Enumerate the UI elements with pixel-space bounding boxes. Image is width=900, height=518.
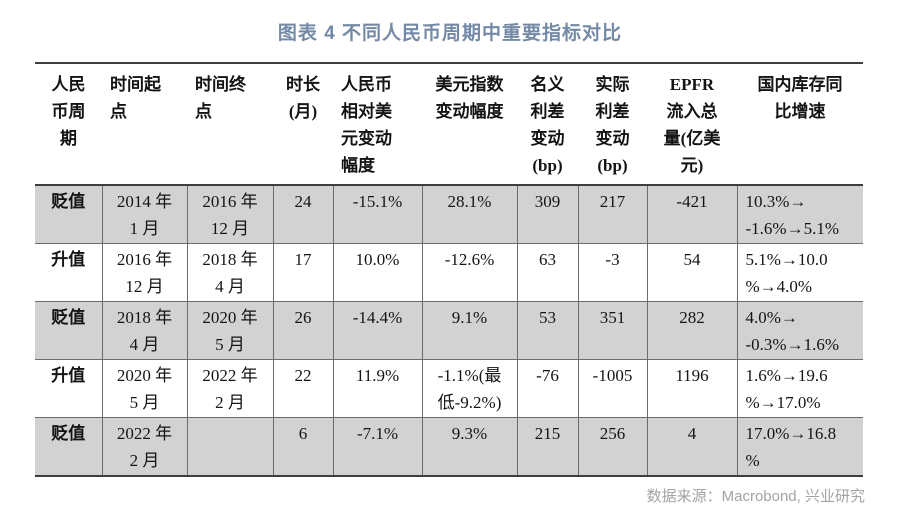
column-header-nominal-spread-change: 名义 利差 变动 (bp) bbox=[517, 62, 578, 186]
cell-end-time: 2022 年 2 月 bbox=[186, 359, 274, 418]
cell-real-spread: -3 bbox=[577, 243, 648, 302]
column-header-real-spread-change: 实际 利差 变动 (bp) bbox=[578, 62, 647, 186]
column-header-usd-index-change: 美元指数 变动幅度 bbox=[422, 62, 517, 186]
figure-title: 图表 4 不同人民币周期中重要指标对比 bbox=[277, 23, 623, 44]
column-header-rmb-cycle: 人民 币周 期 bbox=[35, 62, 102, 186]
cell-start-time: 2018 年 4 月 bbox=[101, 301, 188, 360]
table-row: 升值 2016 年 12 月 2018 年 4 月 17 10.0% -12.6… bbox=[35, 243, 863, 302]
column-header-end-time: 时间终 点 bbox=[187, 62, 273, 186]
cell-end-time bbox=[186, 417, 274, 477]
cell-epfr-inflow: 1196 bbox=[646, 359, 738, 418]
data-source-note: 数据来源：Macrobond, 兴业研究 bbox=[646, 488, 865, 505]
column-header-inventory-yoy: 国内库存同 比增速 bbox=[737, 62, 863, 186]
table-row: 贬值 2022 年 2 月 6 -7.1% 9.3% 215 256 4 17.… bbox=[35, 417, 863, 477]
cell-inventory-yoy: 1.6%→19.6 %→17.0% bbox=[736, 359, 863, 418]
cell-usd-index-change: -1.1%(最 低-9.2%) bbox=[421, 359, 518, 418]
cell-start-time: 2016 年 12 月 bbox=[101, 243, 188, 302]
cell-inventory-yoy: 4.0%→ -0.3%→1.6% bbox=[736, 301, 863, 360]
cell-rmb-change: -15.1% bbox=[332, 184, 423, 244]
cell-duration: 6 bbox=[272, 417, 334, 477]
indicator-table: 人民 币周 期 时间起 点 时间终 点 时长 (月) 人民币 相对美 元变动 幅… bbox=[35, 62, 863, 477]
cell-epfr-inflow: -421 bbox=[646, 184, 738, 244]
cell-duration: 26 bbox=[272, 301, 334, 360]
cell-nominal-spread: 215 bbox=[516, 417, 579, 477]
cell-usd-index-change: 28.1% bbox=[421, 184, 518, 244]
cell-real-spread: 351 bbox=[577, 301, 648, 360]
cell-duration: 24 bbox=[272, 184, 334, 244]
cell-nominal-spread: 63 bbox=[516, 243, 579, 302]
cell-epfr-inflow: 282 bbox=[646, 301, 738, 360]
cell-nominal-spread: 53 bbox=[516, 301, 579, 360]
cell-usd-index-change: -12.6% bbox=[421, 243, 518, 302]
cell-usd-index-change: 9.3% bbox=[421, 417, 518, 477]
column-header-rmb-vs-usd-change: 人民币 相对美 元变动 幅度 bbox=[333, 62, 422, 186]
cell-inventory-yoy: 10.3%→ -1.6%→5.1% bbox=[736, 184, 863, 244]
cell-epfr-inflow: 54 bbox=[646, 243, 738, 302]
cell-rmb-change: -14.4% bbox=[332, 301, 423, 360]
table-row: 升值 2020 年 5 月 2022 年 2 月 22 11.9% -1.1%(… bbox=[35, 359, 863, 418]
cell-end-time: 2016 年 12 月 bbox=[186, 184, 274, 244]
cell-real-spread: -1005 bbox=[577, 359, 648, 418]
cell-usd-index-change: 9.1% bbox=[421, 301, 518, 360]
cell-cycle: 贬值 bbox=[35, 417, 103, 477]
cell-start-time: 2014 年 1 月 bbox=[101, 184, 188, 244]
cell-cycle: 贬值 bbox=[35, 301, 103, 360]
cell-duration: 17 bbox=[272, 243, 334, 302]
cell-real-spread: 217 bbox=[577, 184, 648, 244]
table-row: 贬值 2014 年 1 月 2016 年 12 月 24 -15.1% 28.1… bbox=[35, 184, 863, 244]
cell-duration: 22 bbox=[272, 359, 334, 418]
cell-start-time: 2020 年 5 月 bbox=[101, 359, 188, 418]
cell-cycle: 升值 bbox=[35, 243, 103, 302]
cell-cycle: 升值 bbox=[35, 359, 103, 418]
cell-rmb-change: 10.0% bbox=[332, 243, 423, 302]
table-row: 贬值 2018 年 4 月 2020 年 5 月 26 -14.4% 9.1% … bbox=[35, 301, 863, 360]
cell-end-time: 2018 年 4 月 bbox=[186, 243, 274, 302]
cell-nominal-spread: 309 bbox=[516, 184, 579, 244]
cell-inventory-yoy: 17.0%→16.8 % bbox=[736, 417, 863, 477]
cell-nominal-spread: -76 bbox=[516, 359, 579, 418]
column-header-start-time: 时间起 点 bbox=[102, 62, 187, 186]
cell-inventory-yoy: 5.1%→10.0 %→4.0% bbox=[736, 243, 863, 302]
cell-cycle: 贬值 bbox=[35, 184, 103, 244]
cell-rmb-change: -7.1% bbox=[332, 417, 423, 477]
cell-end-time: 2020 年 5 月 bbox=[186, 301, 274, 360]
cell-real-spread: 256 bbox=[577, 417, 648, 477]
cell-epfr-inflow: 4 bbox=[646, 417, 738, 477]
column-header-epfr-inflow: EPFR 流入总 量(亿美 元) bbox=[647, 62, 737, 186]
cell-rmb-change: 11.9% bbox=[332, 359, 423, 418]
header-row: 人民 币周 期 时间起 点 时间终 点 时长 (月) 人民币 相对美 元变动 幅… bbox=[35, 62, 863, 186]
column-header-duration: 时长 (月) bbox=[273, 62, 333, 186]
cell-start-time: 2022 年 2 月 bbox=[101, 417, 188, 477]
